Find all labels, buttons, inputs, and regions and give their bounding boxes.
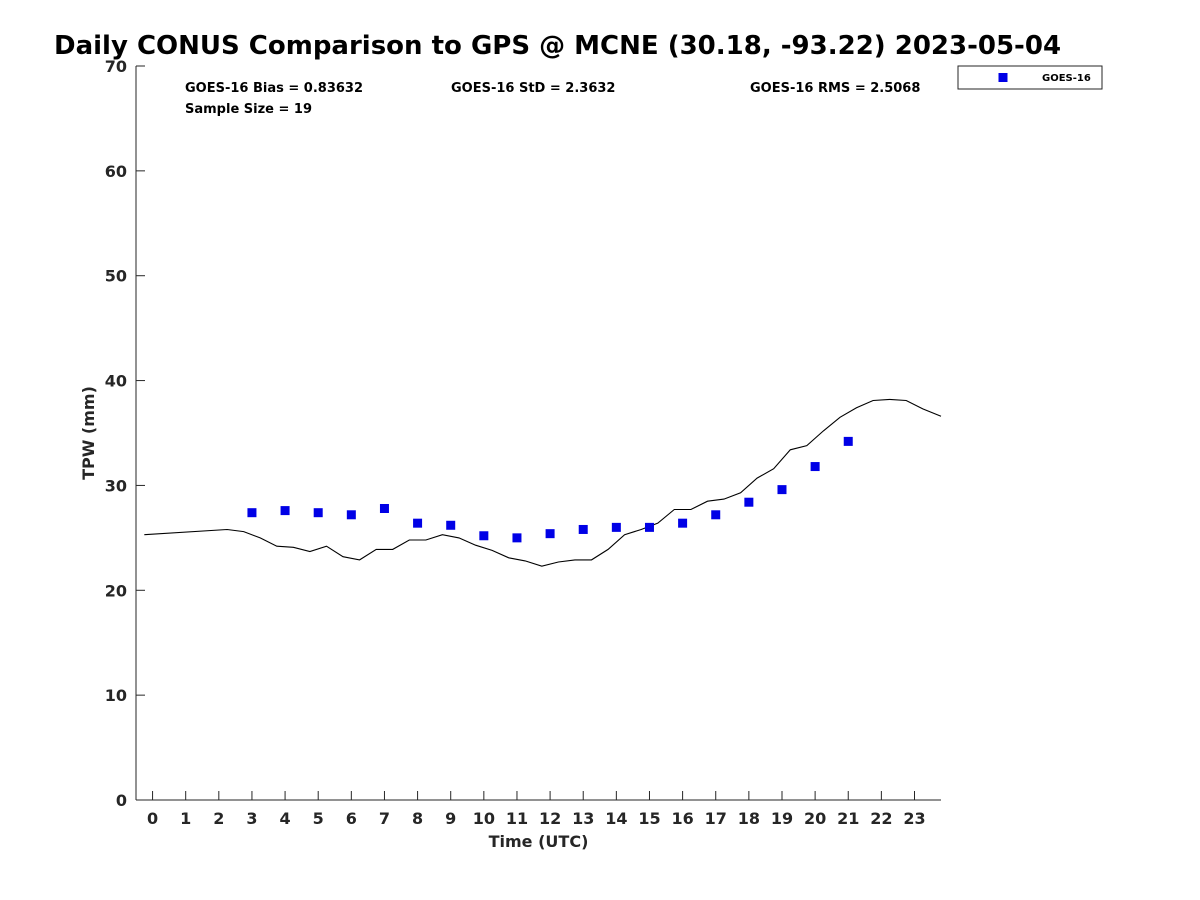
x-tick-label: 12 bbox=[539, 809, 561, 828]
y-axis-label: TPW (mm) bbox=[79, 386, 98, 480]
y-tick-label: 60 bbox=[105, 162, 127, 181]
legend: GOES-16 bbox=[957, 65, 1103, 90]
y-tick-label: 40 bbox=[105, 372, 127, 391]
x-tick-label: 7 bbox=[379, 809, 390, 828]
y-tick-label: 0 bbox=[116, 791, 127, 810]
goes16-points-group bbox=[247, 436, 853, 543]
x-tick-label: 10 bbox=[473, 809, 495, 828]
goes16-point bbox=[379, 503, 389, 513]
stat-std: GOES-16 StD = 2.3632 bbox=[451, 81, 615, 96]
x-tick-label: 14 bbox=[605, 809, 627, 828]
goes16-point bbox=[810, 462, 820, 472]
x-tick-label: 19 bbox=[771, 809, 793, 828]
x-tick-label: 8 bbox=[412, 809, 423, 828]
goes16-point bbox=[644, 522, 654, 532]
goes16-point bbox=[744, 497, 754, 507]
x-tick-label: 2 bbox=[213, 809, 224, 828]
x-tick-label: 4 bbox=[280, 809, 291, 828]
stat-sample-size: Sample Size = 19 bbox=[185, 102, 312, 117]
gps-tpw-line bbox=[144, 398, 942, 567]
stat-bias: GOES-16 Bias = 0.83632 bbox=[185, 81, 363, 96]
goes16-point bbox=[247, 508, 257, 518]
x-tick-label: 18 bbox=[738, 809, 760, 828]
x-tick-label: 22 bbox=[870, 809, 892, 828]
x-axis-label: Time (UTC) bbox=[489, 832, 589, 851]
y-axis-ticks: 0 10 20 30 40 50 60 70 bbox=[105, 57, 145, 810]
y-tick-label: 30 bbox=[105, 476, 127, 495]
stat-rms: GOES-16 RMS = 2.5068 bbox=[750, 81, 920, 96]
gps-tpw-line-group bbox=[144, 398, 942, 567]
x-tick-label: 5 bbox=[313, 809, 324, 828]
x-tick-label: 11 bbox=[506, 809, 528, 828]
goes16-point bbox=[711, 510, 721, 520]
x-tick-label: 20 bbox=[804, 809, 826, 828]
x-tick-label: 6 bbox=[346, 809, 357, 828]
legend-marker-goes16 bbox=[998, 73, 1008, 82]
x-tick-label: 13 bbox=[572, 809, 594, 828]
goes16-point bbox=[512, 533, 522, 543]
x-tick-label: 1 bbox=[180, 809, 191, 828]
x-tick-label: 21 bbox=[837, 809, 859, 828]
legend-label-goes16: GOES-16 bbox=[1042, 73, 1091, 84]
x-tick-label: 23 bbox=[903, 809, 925, 828]
legend-box bbox=[957, 65, 1103, 90]
goes16-point bbox=[313, 508, 323, 518]
y-tick-label: 50 bbox=[105, 267, 127, 286]
goes16-point bbox=[545, 529, 555, 539]
goes16-point bbox=[611, 522, 621, 532]
x-tick-label: 15 bbox=[638, 809, 660, 828]
goes16-point bbox=[346, 510, 356, 520]
goes16-point bbox=[777, 485, 787, 495]
x-tick-label: 17 bbox=[705, 809, 727, 828]
y-tick-label: 70 bbox=[105, 57, 127, 76]
x-axis-ticks: 0 1 2 3 4 5 6 7 8 9 10 11 12 13 14 15 16 17 18 19 20 21 22 23 bbox=[147, 791, 926, 828]
goes16-point bbox=[479, 531, 489, 541]
x-tick-label: 16 bbox=[671, 809, 693, 828]
x-tick-label: 9 bbox=[445, 809, 456, 828]
chart-title: Daily CONUS Comparison to GPS @ MCNE (30… bbox=[54, 31, 1061, 61]
x-tick-label: 3 bbox=[246, 809, 257, 828]
x-tick-label: 0 bbox=[147, 809, 158, 828]
goes16-point bbox=[280, 506, 290, 516]
goes16-point bbox=[446, 520, 456, 530]
y-tick-label: 10 bbox=[105, 686, 127, 705]
goes16-point bbox=[843, 436, 853, 446]
goes16-point bbox=[678, 518, 688, 528]
y-tick-label: 20 bbox=[105, 581, 127, 600]
goes16-point bbox=[578, 524, 588, 534]
goes16-point bbox=[413, 518, 423, 528]
